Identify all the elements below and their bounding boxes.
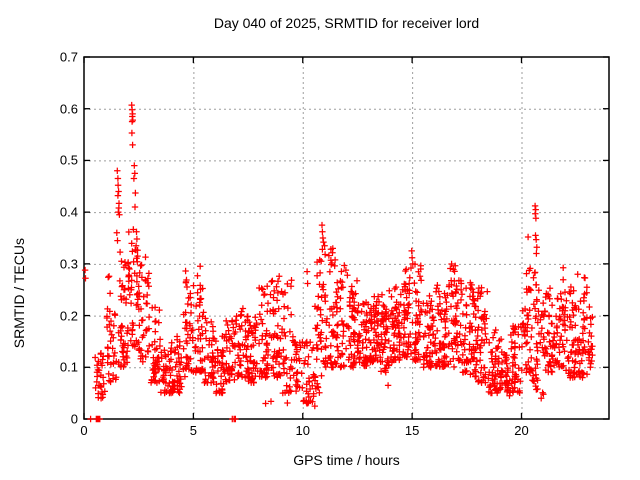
scatter-points: [81, 101, 596, 423]
y-tick-label: 0.5: [59, 152, 78, 168]
y-tick-label: 0.7: [59, 49, 78, 65]
x-tick-label: 0: [80, 423, 88, 438]
x-axis-title: GPS time / hours: [293, 452, 400, 468]
y-tick-label: 0.6: [59, 101, 78, 117]
y-tick-label: 0.1: [59, 359, 78, 375]
x-tick-label: 15: [404, 423, 420, 438]
chart-title: Day 040 of 2025, SRMTID for receiver lor…: [213, 15, 480, 31]
x-tick-label: 10: [295, 423, 310, 438]
x-tick-label: 5: [189, 423, 197, 438]
x-tick-label: 20: [514, 423, 529, 438]
axis-frame: [83, 56, 610, 420]
y-tick-label: 0.3: [59, 256, 78, 272]
y-tick-label: 0.4: [59, 204, 78, 220]
y-tick-label: 0.2: [59, 308, 78, 324]
y-tick-label: 0: [70, 411, 78, 427]
